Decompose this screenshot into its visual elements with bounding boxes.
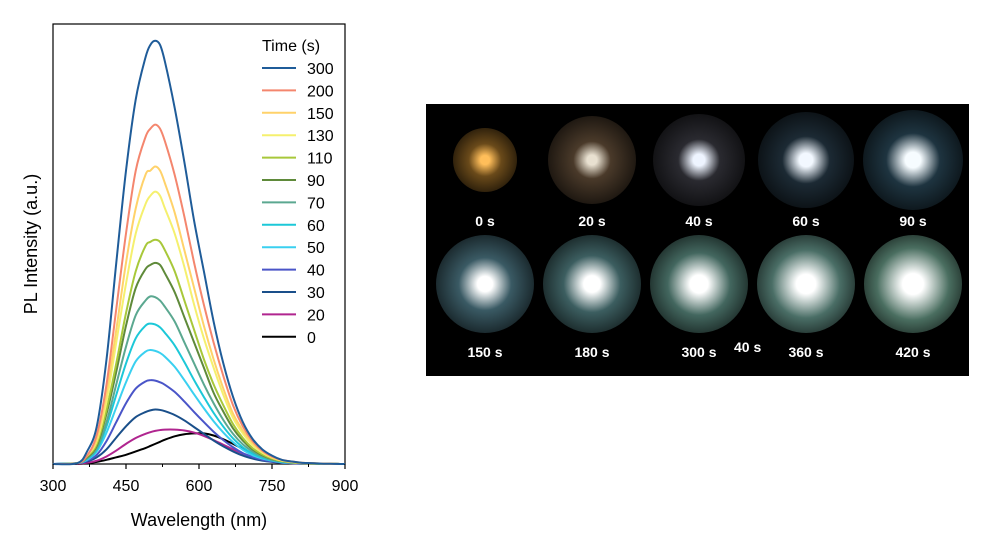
spot-time-label: 40 s [685,213,713,229]
spot-time-label: 360 s [788,344,824,360]
legend-label-200: 200 [307,83,334,100]
legend-label-130: 130 [307,128,334,145]
emission-photo-panel: 0 s 20 s 40 s 60 s 90 s 150 s 180 s 300 s 360 s 4… [426,104,969,376]
pl-spectra-chart: 300 450 600 750 900 Wavelength (nm) PL Inten… [21,23,359,530]
x-tick-label: 900 [332,478,359,495]
x-axis-title: Wavelength (nm) [131,510,267,530]
emission-spot-outer [757,235,855,333]
legend-label-40: 40 [307,263,325,280]
series-line-300 [52,39,346,466]
legend-title: Time (s) [262,38,320,55]
legend-label-300: 300 [307,61,334,78]
x-tick-label: 300 [40,478,67,495]
emission-spot-outer [543,235,641,333]
spot-time-label: 420 s [895,344,931,360]
spot-time-label: 60 s [792,213,820,229]
spot-time-label: 180 s [574,344,610,360]
spot-time-label: 150 s [467,344,503,360]
spot-time-label: 90 s [899,213,927,229]
emission-spot-outer [863,110,963,210]
emission-spot-outer [650,235,748,333]
legend-label-20: 20 [307,307,325,324]
legend-label-90: 90 [307,173,325,190]
extra-time-label: 40 s [734,339,762,355]
spectra-lines [52,39,346,466]
legend-label-70: 70 [307,195,325,212]
x-axis-ticks: 300 450 600 750 900 [40,464,359,495]
series-line-150 [52,165,346,466]
emission-spot-outer [758,112,854,208]
series-line-200 [52,123,346,466]
legend-label-150: 150 [307,106,334,123]
spot-time-label: 20 s [578,213,606,229]
x-tick-label: 600 [186,478,213,495]
legend-label-60: 60 [307,218,325,235]
x-tick-label: 750 [259,478,286,495]
emission-spot-outer [653,114,745,206]
emission-spot-outer [864,235,962,333]
x-tick-label: 450 [113,478,140,495]
legend-label-30: 30 [307,285,325,302]
emission-spot-outer [548,116,636,204]
legend-label-50: 50 [307,240,325,257]
y-axis-title: PL Intensity (a.u.) [21,174,41,314]
emission-spot-outer [436,235,534,333]
spot-time-label: 0 s [475,213,495,229]
emission-spot-outer [453,128,517,192]
legend-label-0: 0 [307,330,316,347]
legend-label-110: 110 [307,151,333,168]
spot-time-label: 300 s [681,344,717,360]
